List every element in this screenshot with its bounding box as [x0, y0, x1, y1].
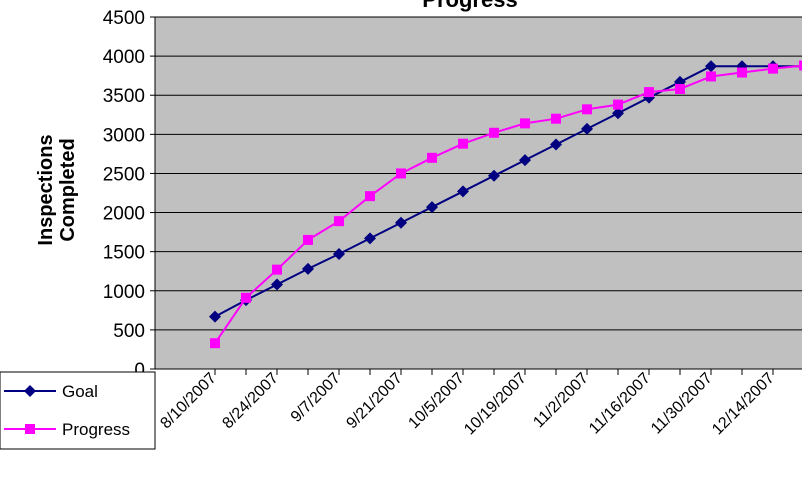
- goal-point-9: [488, 169, 500, 182]
- progress-point-12: [582, 104, 592, 115]
- progress-point-6: [396, 168, 406, 179]
- goal-point-2: [271, 278, 283, 291]
- progress-point-1: [241, 292, 251, 303]
- goal-point-16: [705, 60, 717, 73]
- x-tick-label-3: 9/21/2007: [343, 370, 405, 432]
- x-tick-label-7: 11/16/2007: [586, 370, 654, 438]
- series-line-goal: [214, 65, 802, 318]
- progress-point-0: [210, 338, 220, 349]
- y-tick-label-4000: 4000: [103, 47, 145, 68]
- goal-point-8: [457, 185, 469, 198]
- x-tick-label-1: 8/24/2007: [219, 370, 281, 432]
- progress-point-11: [551, 113, 561, 124]
- x-tick-label-9: 12/14/2007: [709, 370, 778, 439]
- progress-point-15: [675, 83, 685, 94]
- x-tick-label-4: 10/5/2007: [405, 370, 467, 432]
- progress-point-5: [365, 191, 375, 202]
- plot-area: 0 500 1000 1500 2000 2500 3000 3500 4000 4500 8/10…: [103, 8, 802, 438]
- legend-progress-marker: [25, 424, 35, 434]
- goal-point-5: [364, 232, 376, 245]
- y-tick-label-0: 0: [134, 360, 145, 381]
- goal-point-7: [426, 201, 438, 214]
- y-tick-label-3500: 3500: [103, 86, 145, 107]
- progress-point-17: [737, 67, 747, 78]
- progress-point-13: [613, 99, 623, 110]
- progress-point-9: [489, 127, 499, 138]
- goal-point-12: [581, 122, 593, 135]
- y-tick-label-3000: 3000: [103, 125, 145, 146]
- legend-goal-label: Goal: [62, 382, 98, 401]
- chart-title: Progress: [422, 0, 517, 12]
- progress-point-2: [272, 264, 282, 275]
- progress-point-3: [303, 234, 313, 245]
- progress-point-8: [458, 138, 468, 149]
- y-tick-label-2000: 2000: [103, 204, 145, 225]
- y-tick-label-500: 500: [113, 321, 145, 342]
- x-tick-label-8: 11/30/2007: [648, 370, 716, 438]
- y-tick-label-1000: 1000: [103, 282, 145, 303]
- goal-point-10: [519, 154, 531, 167]
- x-tick-label-0: 8/10/2007: [157, 370, 219, 432]
- progress-point-18: [768, 63, 778, 74]
- progress-point-4: [334, 216, 344, 227]
- progress-point-19: [799, 60, 802, 71]
- y-axis-label-line2: Completed: [57, 138, 79, 241]
- progress-point-7: [427, 152, 437, 163]
- goal-point-13: [612, 107, 624, 120]
- y-tick-label-1500: 1500: [103, 243, 145, 264]
- goal-point-4: [333, 248, 345, 261]
- legend-progress-label: Progress: [62, 420, 130, 439]
- legend-box: [0, 371, 156, 450]
- x-tick-label-5: 10/19/2007: [461, 370, 530, 439]
- goal-point-3: [302, 262, 314, 275]
- y-tick-label-2500: 2500: [103, 164, 145, 185]
- x-tick-label-2: 9/7/2007: [288, 370, 344, 426]
- goal-point-11: [550, 138, 562, 151]
- legend: Goal Progress: [0, 371, 156, 450]
- legend-goal-marker: [24, 385, 36, 397]
- x-tick-label-6: 11/2/2007: [530, 370, 592, 432]
- y-axis-label: Inspections Completed: [35, 134, 79, 245]
- y-tick-label-4500: 4500: [103, 8, 145, 29]
- progress-point-16: [706, 71, 716, 82]
- progress-point-10: [520, 118, 530, 129]
- progress-point-14: [644, 87, 654, 98]
- y-axis-label-line1: Inspections: [35, 134, 57, 245]
- series-line-progress: [214, 64, 802, 344]
- goal-point-0: [209, 310, 221, 323]
- goal-point-6: [395, 216, 407, 229]
